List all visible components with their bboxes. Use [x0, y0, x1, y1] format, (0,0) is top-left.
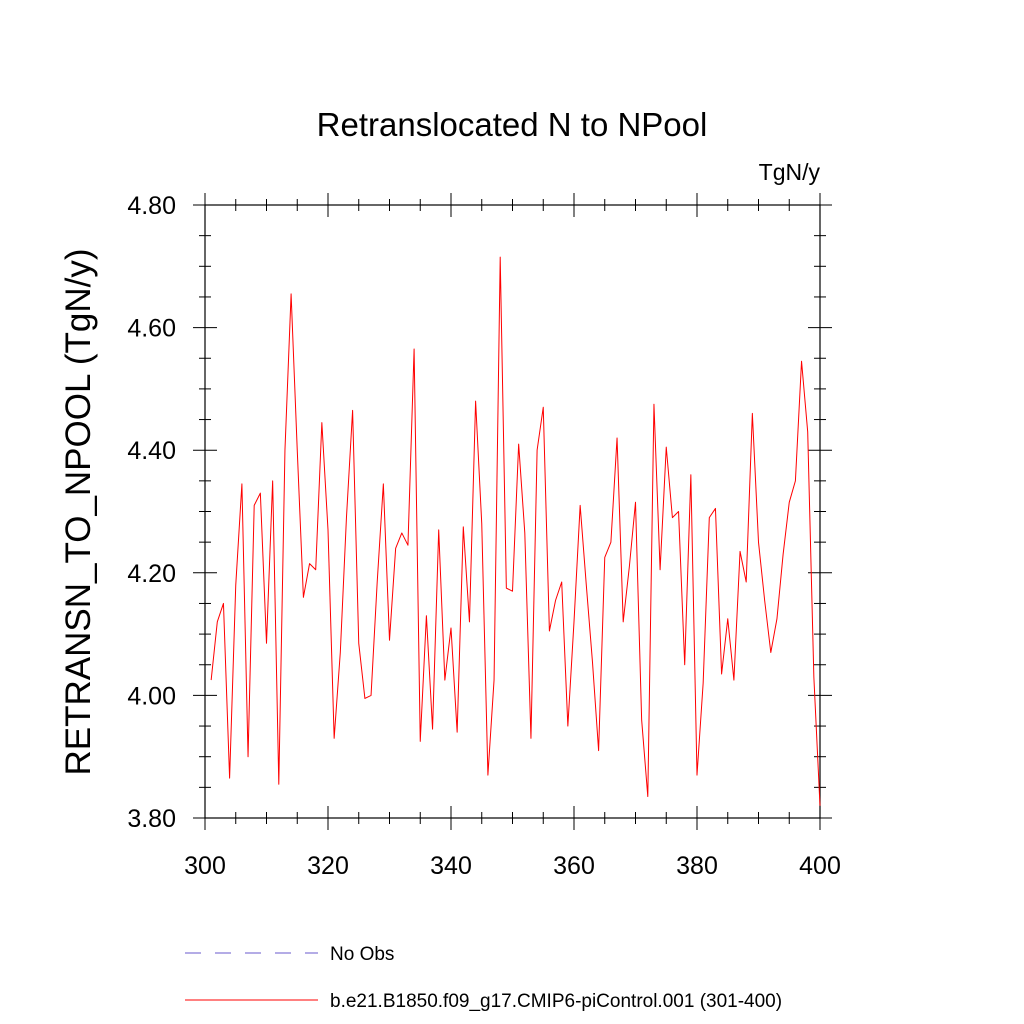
y-axis: 3.80 4.00 4.20 4.40 4.60 4.80: [127, 192, 832, 833]
y-tick-label: 3.80: [127, 805, 176, 833]
x-tick-label: 400: [799, 852, 841, 880]
plot-frame: [204, 204, 821, 819]
x-tick-label: 320: [307, 852, 349, 880]
y-axis-label: RETRANSN_TO_NPOOL (TgN/y): [59, 248, 98, 775]
y-tick-label: 4.40: [127, 437, 176, 465]
series-layer: [210, 256, 821, 806]
units-label: TgN/y: [759, 159, 821, 185]
y-tick-label: 4.20: [127, 560, 176, 588]
chart-title: Retranslocated N to NPool: [317, 106, 708, 143]
x-tick-label: 380: [676, 852, 718, 880]
legend-label-no-obs: No Obs: [330, 944, 394, 965]
y-tick-label: 4.60: [127, 315, 176, 343]
x-axis: 300 320 340 360 380 400: [184, 193, 841, 880]
x-tick-label: 340: [430, 852, 472, 880]
series-line: [210, 256, 821, 806]
legend: No Obs b.e21.B1850.f09_g17.CMIP6-piContr…: [185, 944, 782, 1012]
legend-label-model-run: b.e21.B1850.f09_g17.CMIP6-piControl.001 …: [330, 991, 782, 1012]
y-tick-label: 4.00: [127, 682, 176, 710]
y-tick-label: 4.80: [127, 192, 176, 220]
x-tick-label: 360: [553, 852, 595, 880]
x-tick-label: 300: [184, 852, 226, 880]
